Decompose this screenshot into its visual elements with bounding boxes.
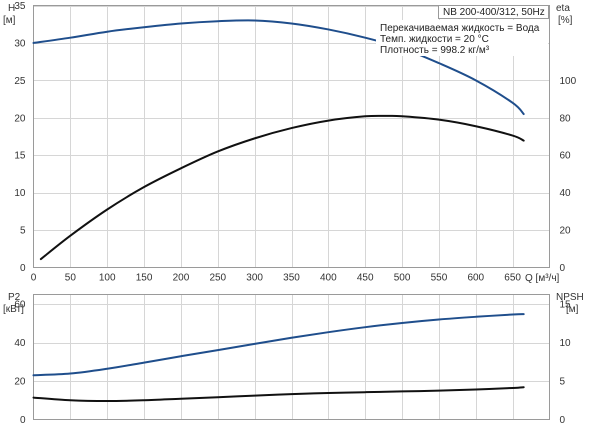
y-right-label-top: eta <box>556 3 570 14</box>
npsh-label-top: NPSH <box>556 292 584 303</box>
x-tick-label: 250 <box>209 273 226 284</box>
y-right-tick-label: 15 <box>560 300 572 311</box>
x-tick-label: 600 <box>467 273 484 284</box>
info-density: Плотность = 998.2 кг/м³ <box>380 45 490 56</box>
bottom-plot-frame <box>33 294 550 420</box>
x-tick-label: 0 <box>31 273 37 284</box>
chart-title: NB 200-400/312, 50Hz <box>443 7 545 18</box>
x-tick-label: 650 <box>504 273 521 284</box>
p2-curve <box>32 313 525 377</box>
y-left-tick-label: 25 <box>14 76 26 87</box>
y-left-tick-label: 10 <box>14 188 26 199</box>
y-left-unit: [м] <box>3 15 16 26</box>
power-npsh-panel: 0 20 40 60 0 5 10 15 P2 [кВт] NPSH [м] <box>3 292 584 426</box>
npsh-unit: [м] <box>566 304 579 315</box>
y-right-tick-label: 0 <box>560 415 566 426</box>
head-efficiency-panel: 0 50 100 150 200 250 300 350 400 450 500 550 600 6500… <box>3 1 577 284</box>
x-tick-label: 300 <box>246 273 263 284</box>
x-tick-label: 200 <box>173 273 190 284</box>
y-left-tick-label: 0 <box>20 263 26 274</box>
y-right-tick-label: 20 <box>560 226 572 237</box>
y-left-label-top: H <box>8 3 15 14</box>
x-tick-label: 400 <box>320 273 337 284</box>
y-left-tick-label: 30 <box>14 38 26 49</box>
x-tick-label: 350 <box>283 273 300 284</box>
y-right-tick-label: 60 <box>560 151 572 162</box>
info-liquid: Перекачиваемая жидкость = Вода <box>380 23 540 34</box>
npsh-curve <box>32 386 525 403</box>
y-left-tick-label: 5 <box>20 226 26 237</box>
y-right-tick-label: 100 <box>560 76 577 87</box>
y-right-unit: [%] <box>558 15 573 26</box>
info-temperature: Темп. жидкости = 20 °C <box>380 34 489 45</box>
title-box <box>438 5 549 19</box>
h-curve <box>32 19 525 116</box>
y-left-tick-label: 15 <box>14 151 26 162</box>
x-tick-label: 100 <box>99 273 116 284</box>
x-axis-label: Q [м³/ч] <box>525 273 560 284</box>
x-tick-label: 450 <box>357 273 374 284</box>
y-left-tick-label: 60 <box>14 300 26 311</box>
y-left-tick-label: 35 <box>14 1 26 12</box>
y-right-tick-label: 80 <box>560 113 572 124</box>
x-tick-label: 50 <box>65 273 77 284</box>
y-left-tick-label: 20 <box>14 113 26 124</box>
y-right-tick-label: 10 <box>560 338 572 349</box>
y-left-tick-label: 40 <box>14 338 26 349</box>
p2-unit: [кВт] <box>3 304 24 315</box>
x-tick-label: 550 <box>431 273 448 284</box>
y-left-tick-label: 20 <box>14 377 26 388</box>
y-left-tick-label: 0 <box>20 415 26 426</box>
y-right-tick-label: 40 <box>560 188 572 199</box>
p2-label-top: P2 <box>8 292 21 303</box>
x-tick-label: 150 <box>136 273 153 284</box>
y-right-tick-label: 5 <box>560 377 566 388</box>
bottom-grid <box>33 294 550 420</box>
info-box-bg <box>376 20 548 56</box>
top-plot-frame <box>33 5 550 268</box>
eta-curve <box>39 114 525 261</box>
x-tick-label: 500 <box>394 273 411 284</box>
y-right-tick-label: 0 <box>560 263 566 274</box>
